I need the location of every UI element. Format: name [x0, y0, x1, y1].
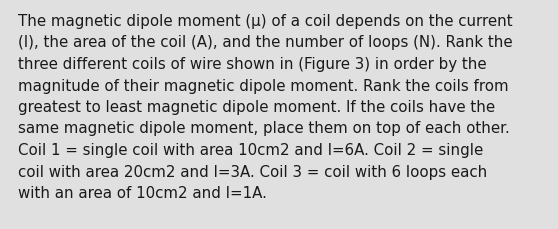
Text: magnitude of their magnetic dipole moment. Rank the coils from: magnitude of their magnetic dipole momen…: [18, 78, 509, 93]
Text: coil with area 20cm2 and I=3A. Coil 3 = coil with 6 loops each: coil with area 20cm2 and I=3A. Coil 3 = …: [18, 164, 487, 179]
Text: three different coils of wire shown in (Figure 3) in order by the: three different coils of wire shown in (…: [18, 57, 487, 72]
Text: (I), the area of the coil (A), and the number of loops (N). Rank the: (I), the area of the coil (A), and the n…: [18, 35, 513, 50]
Text: with an area of 10cm2 and I=1A.: with an area of 10cm2 and I=1A.: [18, 185, 267, 200]
Text: Coil 1 = single coil with area 10cm2 and I=6A. Coil 2 = single: Coil 1 = single coil with area 10cm2 and…: [18, 142, 483, 157]
Text: same magnetic dipole moment, place them on top of each other.: same magnetic dipole moment, place them …: [18, 121, 510, 136]
Text: The magnetic dipole moment (μ) of a coil depends on the current: The magnetic dipole moment (μ) of a coil…: [18, 14, 513, 29]
Text: greatest to least magnetic dipole moment. If the coils have the: greatest to least magnetic dipole moment…: [18, 100, 495, 114]
